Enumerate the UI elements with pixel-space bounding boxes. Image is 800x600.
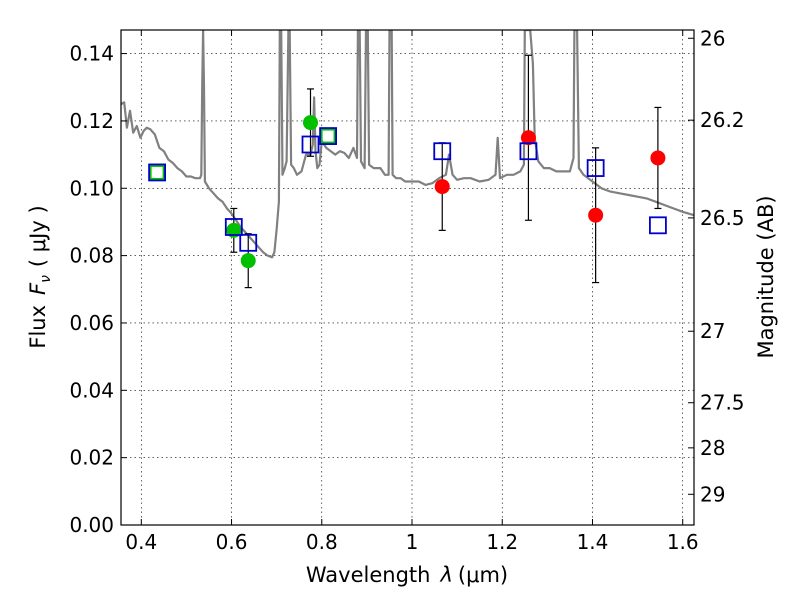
x-tick-label: 0.4 xyxy=(125,530,157,554)
x-tick-label: 1.4 xyxy=(577,530,609,554)
x-tick-label: 1.2 xyxy=(486,530,518,554)
red-data-point xyxy=(520,130,536,146)
y-tick-label: 0.06 xyxy=(69,311,114,335)
x-tick-label: 1 xyxy=(406,530,419,554)
y-tick-label: 0.08 xyxy=(69,244,114,268)
model-photometry-marker xyxy=(301,135,320,154)
model-photometry-marker xyxy=(519,142,538,161)
y2-tick-label: 26.5 xyxy=(700,206,745,230)
model-photometry-marker xyxy=(224,218,243,236)
model-photometry-marker xyxy=(319,127,337,145)
y2-axis: 26 26.2 26.5 27 27.5 28 29 xyxy=(688,26,745,506)
model-photometry-marker xyxy=(433,142,452,161)
green-square-marker xyxy=(149,164,165,180)
model-photometry-marker xyxy=(586,159,605,177)
model-photometry-marker xyxy=(239,233,258,252)
y2-tick-label: 29 xyxy=(700,482,725,506)
markers xyxy=(148,115,667,269)
y2-tick-label: 26.2 xyxy=(700,108,745,132)
x-tick-label: 0.8 xyxy=(306,530,338,554)
y2-tick-label: 26 xyxy=(700,26,725,50)
y-axis-label-symbol: F xyxy=(26,282,50,295)
green-data-point xyxy=(302,115,318,131)
model-photometry-marker xyxy=(148,163,166,182)
green-square-marker xyxy=(320,128,336,144)
y-tick-label: 0.12 xyxy=(69,109,114,133)
model-photometry-marker xyxy=(649,216,667,235)
y2-tick-label: 27.5 xyxy=(700,391,745,415)
y-axis-label-unit: ( μJy ) xyxy=(26,205,50,267)
red-data-point xyxy=(434,179,450,195)
y2-axis-label: Magnitude (AB) xyxy=(754,195,778,358)
y2-tick-label: 27 xyxy=(700,319,725,343)
y-axis: 0.00 0.02 0.04 0.06 0.08 0.10 0.12 0.14 xyxy=(69,42,127,537)
x-axis-label: Wavelength λ (μm) xyxy=(306,563,508,587)
plot-frame xyxy=(120,29,695,526)
x-tick-label: 1.6 xyxy=(667,530,699,554)
x-tick-label: 0.6 xyxy=(216,530,248,554)
y-axis-label-subscript: ν xyxy=(38,275,54,283)
y2-tick-label: 28 xyxy=(700,436,725,460)
red-data-point xyxy=(588,207,604,223)
plot-background xyxy=(121,30,694,525)
x-axis-label-symbol: λ xyxy=(439,563,452,587)
x-axis: 0.4 0.6 0.8 1 1.2 1.4 1.6 xyxy=(125,30,699,554)
y-tick-label: 0.02 xyxy=(69,446,114,470)
y-axis-label-text: Flux xyxy=(26,305,50,349)
green-data-point xyxy=(240,253,256,269)
y-tick-label: 0.10 xyxy=(69,176,114,200)
x-axis-label-unit: (μm) xyxy=(458,563,508,587)
y-tick-label: 0.14 xyxy=(69,42,114,66)
x-axis-label-text: Wavelength xyxy=(306,563,431,587)
y-tick-label: 0.00 xyxy=(69,513,114,537)
y-axis-label: Flux Fν ( μJy ) xyxy=(26,205,54,348)
y-tick-label: 0.04 xyxy=(69,378,114,402)
red-data-point xyxy=(650,150,666,166)
